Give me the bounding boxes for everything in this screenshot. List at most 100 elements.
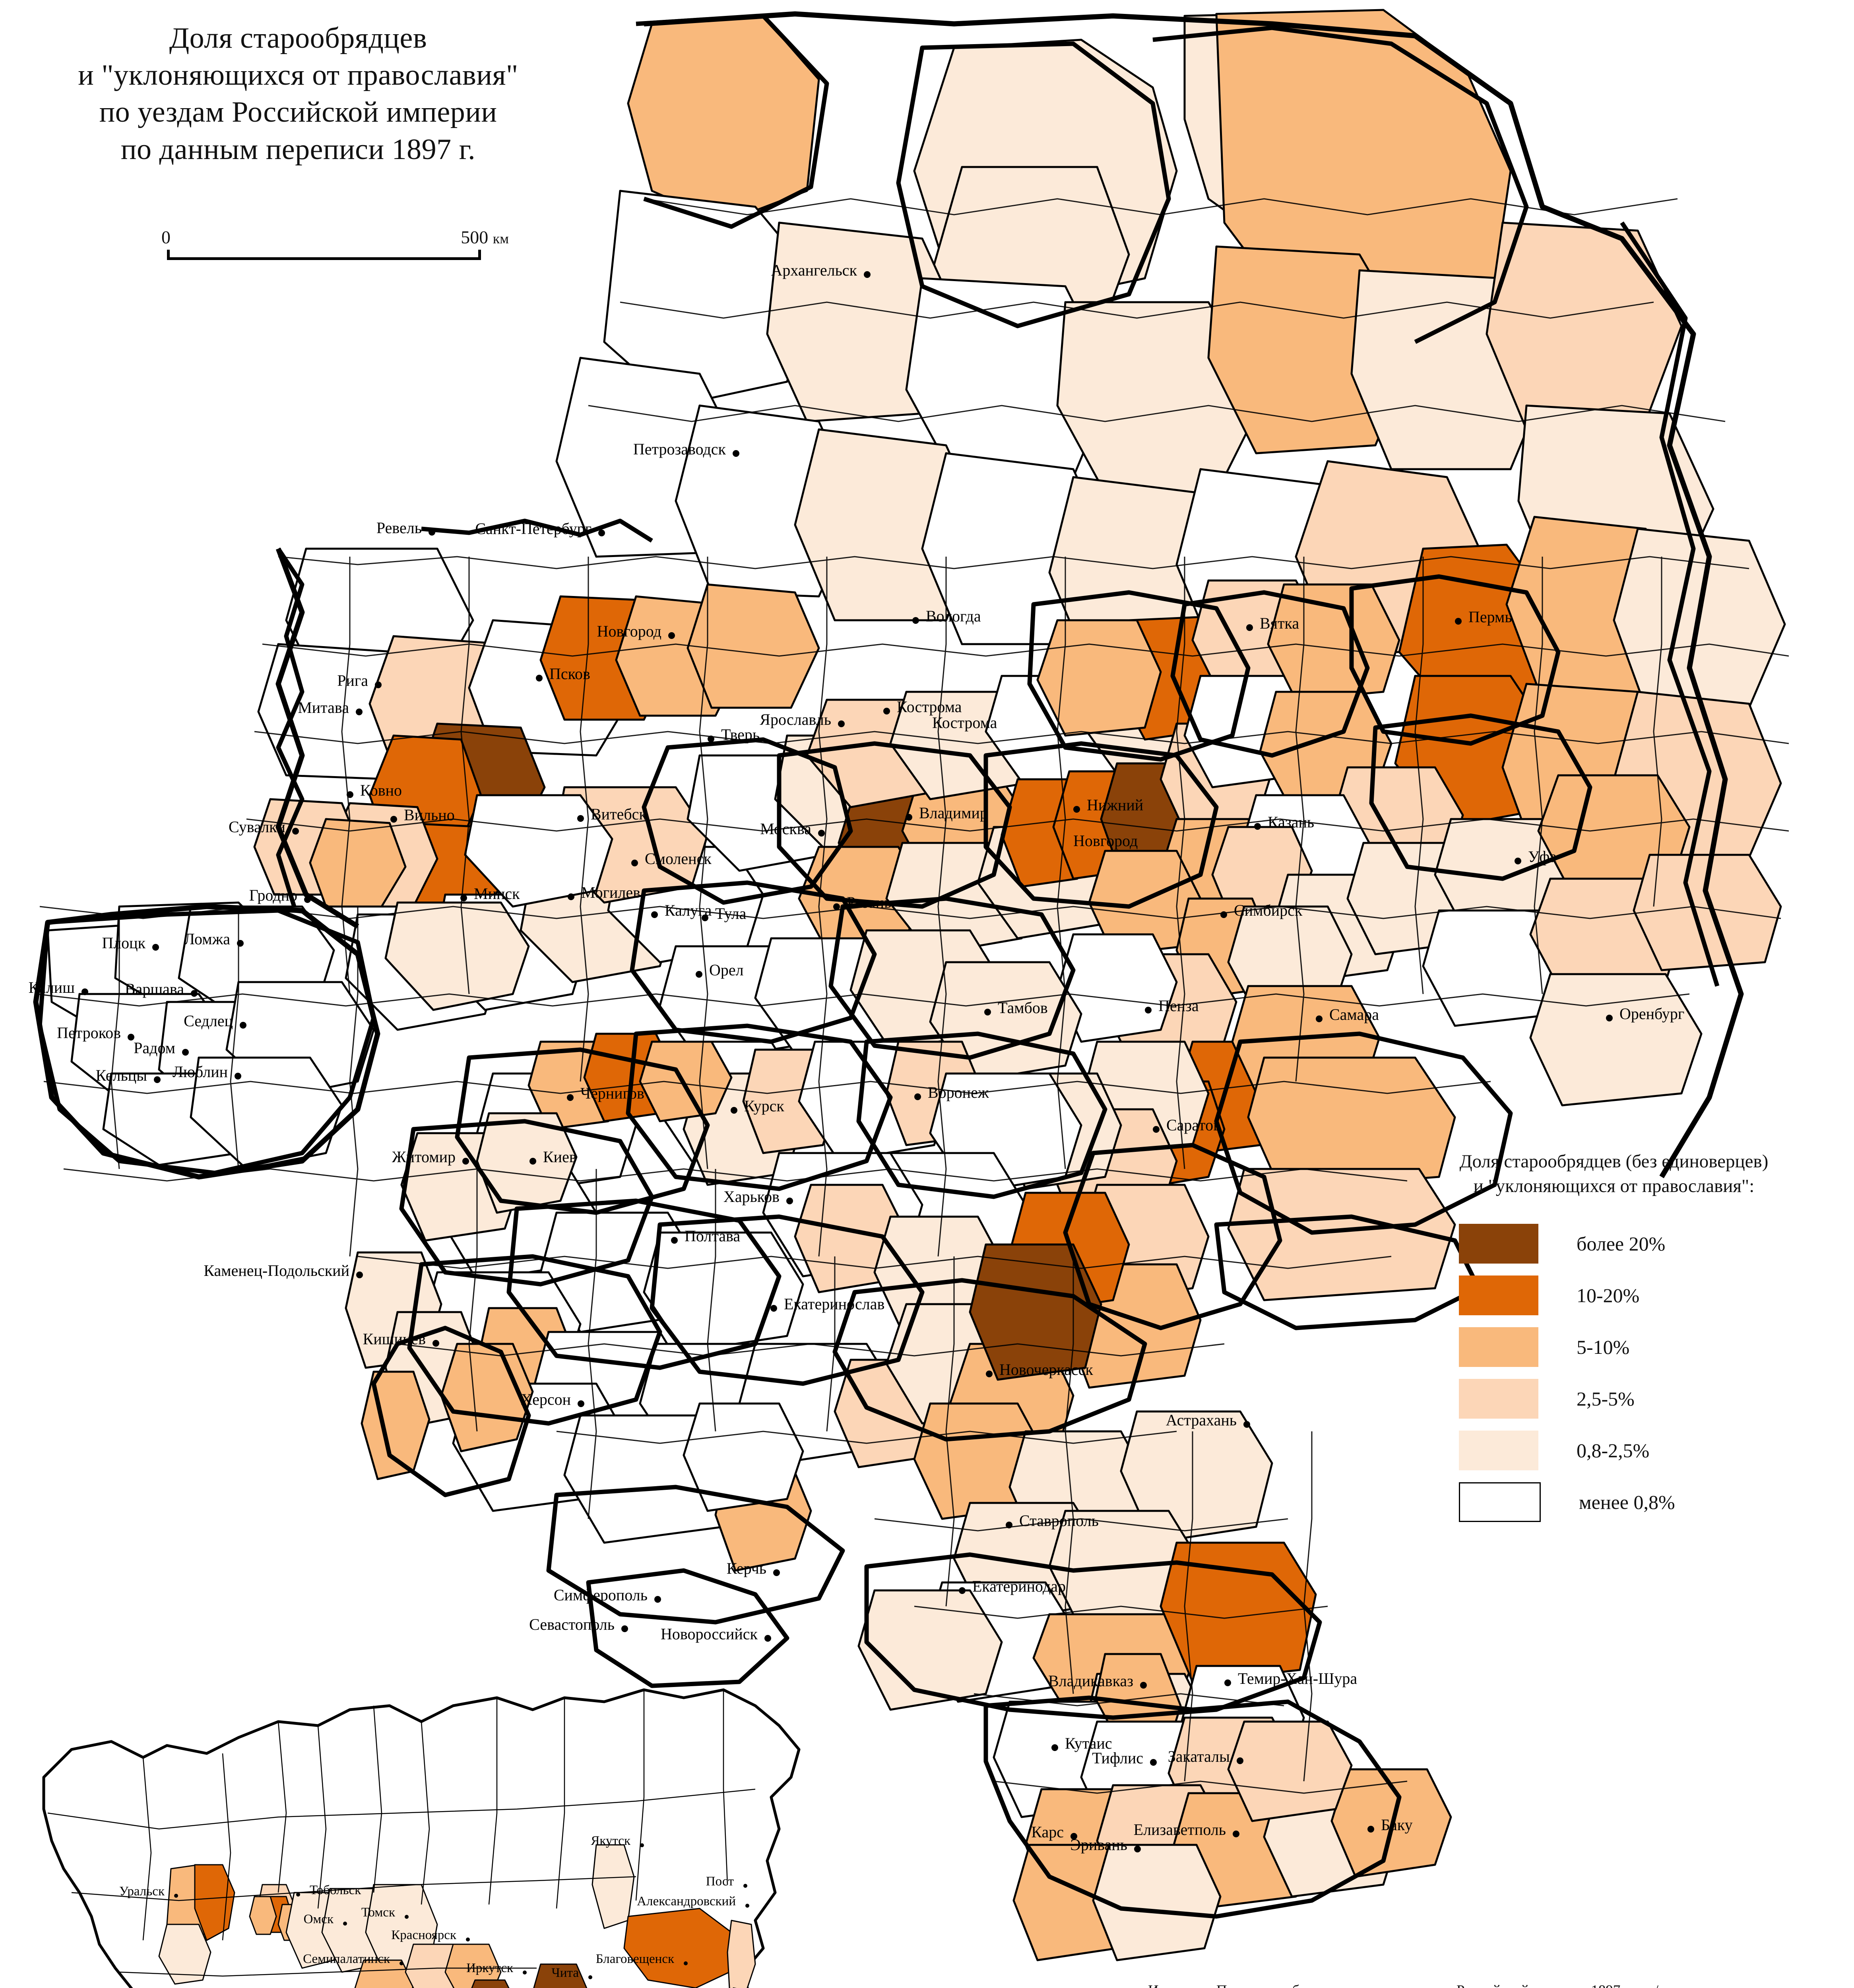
city-name: Москва [760, 820, 811, 838]
city-label: Астрахань [1166, 1411, 1250, 1429]
uyezd [1227, 1720, 1353, 1822]
city-dot-icon [529, 1158, 536, 1165]
city-label: Кельцы [96, 1068, 161, 1083]
city-dot-icon [400, 1961, 403, 1965]
city-name: Астрахань [1166, 1411, 1237, 1429]
city-dot-icon [390, 816, 397, 823]
city-name: Самара [1329, 1006, 1379, 1023]
city-label: Самара [1316, 1006, 1379, 1023]
legend-label: 10-20% [1577, 1284, 1640, 1307]
city-label: Сувалки [229, 819, 299, 835]
city-label: Баку [1367, 1817, 1413, 1833]
city-name: Семипалатинск [303, 1952, 390, 1966]
inset-uyezd [471, 1979, 510, 1988]
legend-swatch [1459, 1276, 1538, 1316]
city-label: Кострома [932, 714, 997, 732]
scale-bar-main: 0 500 км [161, 227, 509, 260]
district-border-mesh [35, 198, 1789, 1794]
city-label: Закаталы [1168, 1749, 1243, 1765]
city-dot-icon [296, 1893, 300, 1897]
city-dot-icon [986, 1371, 993, 1377]
city-name: Ломжа [184, 930, 230, 948]
uyezd [1486, 221, 1683, 431]
legend-row: 5-10% [1459, 1326, 1848, 1368]
city-dot-icon [356, 709, 363, 715]
city-dot-icon [702, 914, 708, 921]
city-label: Владикавказ [1048, 1673, 1147, 1689]
city-name: Харьков [723, 1188, 780, 1206]
uyezd [361, 1371, 431, 1480]
city-label: Пост [706, 1875, 747, 1888]
uyezd [476, 1112, 578, 1214]
legend-swatch [1459, 1482, 1541, 1522]
city-dot-icon [462, 1158, 469, 1165]
city-dot-icon [343, 1922, 347, 1926]
city-name: Ставрополь [1019, 1512, 1099, 1530]
city-dot-icon [764, 1635, 771, 1642]
legend-row: менее 0,8% [1459, 1481, 1848, 1523]
city-dot-icon [460, 895, 467, 901]
city-name: Ревель [376, 519, 422, 537]
legend-rows: более 20% 10-20% 5-10% 2,5-5% 0,8-2,5% менее … [1459, 1223, 1848, 1523]
city-name: Новгород [597, 622, 661, 640]
city-dot-icon [1316, 1015, 1323, 1022]
city-dot-icon [432, 1340, 439, 1347]
city-dot-icon [743, 1884, 747, 1888]
city-dot-icon [598, 530, 605, 536]
city-name: Орел [709, 961, 744, 979]
city-label: Люблин [173, 1064, 241, 1080]
city-label: Ревель [376, 519, 435, 537]
city-dot-icon [1150, 1759, 1157, 1766]
city-dot-icon [568, 893, 574, 900]
inset-uyezd [444, 1943, 502, 1988]
inset-uyezd [354, 1959, 416, 1988]
uyezd [683, 1402, 804, 1512]
city-label: Александровский [637, 1895, 749, 1908]
city-label: Кишинев [363, 1331, 439, 1347]
city-dot-icon [235, 1073, 241, 1079]
city-dot-icon [578, 1400, 584, 1407]
city-label: Омск [303, 1912, 347, 1926]
city-name: Севастополь [529, 1615, 615, 1633]
city-dot-icon [81, 988, 88, 995]
city-dot-icon [1455, 618, 1462, 625]
uyezd [1633, 854, 1782, 971]
city-name: Чита [551, 1966, 579, 1980]
city-name: Омск [303, 1912, 334, 1926]
city-label: Чернигов [567, 1085, 644, 1101]
city-name: Смоленск [645, 850, 712, 868]
city-dot-icon [818, 830, 825, 837]
source-note: Источник: Первая всеобщая перепись насел… [962, 1980, 1844, 1988]
city-name: Санкт-Петербург [475, 520, 591, 538]
title-line-3: по уездам Российской империи [99, 96, 497, 129]
city-name: Житомир [392, 1148, 456, 1166]
city-dot-icon [577, 815, 584, 822]
city-dot-icon [906, 814, 912, 821]
city-label: Керчь [727, 1561, 780, 1576]
city-dot-icon [745, 1904, 749, 1908]
scale-main-bar [167, 250, 481, 260]
city-dot-icon [1006, 1522, 1012, 1528]
uyezd [857, 1589, 1003, 1711]
city-label: Кутаис [1051, 1736, 1112, 1751]
city-label: Варшава [125, 981, 198, 997]
city-label: Москва [760, 820, 825, 838]
scale-main-end: 500 км [461, 227, 509, 247]
city-label: Тифлис [1092, 1749, 1157, 1767]
city-dot-icon [833, 903, 840, 910]
city-name: Тифлис [1092, 1749, 1143, 1767]
city-label: Саратов [1153, 1117, 1221, 1133]
city-label: Смоленск [631, 850, 712, 868]
city-dot-icon [1071, 1833, 1077, 1840]
city-label: Житомир [392, 1148, 469, 1166]
legend-swatch [1459, 1379, 1538, 1419]
city-name: Плоцк [102, 934, 145, 952]
legend-heading-line-1: Доля старообрядцев (без единоверцев) [1459, 1151, 1769, 1172]
city-dot-icon [1153, 1126, 1160, 1133]
uyezd [1267, 583, 1400, 701]
city-dot-icon [304, 896, 311, 903]
city-name: Уральск [119, 1884, 165, 1899]
city-dot-icon [631, 860, 638, 866]
city-name: Рязань [847, 893, 892, 911]
uyezd [1036, 619, 1162, 737]
